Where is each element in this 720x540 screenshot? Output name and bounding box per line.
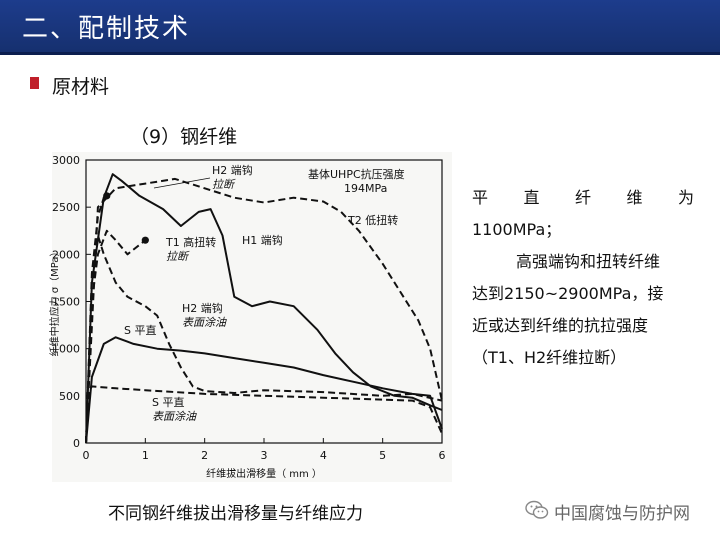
figure-subtitle: （9）钢纤维 [130, 126, 238, 148]
annotation-t2: T2 低扭转 [347, 213, 398, 227]
y-tick-label-0: 0 [73, 437, 80, 450]
y-tick-label-2: 1000 [52, 343, 80, 356]
h2-break-marker [103, 192, 111, 200]
annotation-s-straight: S 平直 [124, 323, 156, 337]
x-tick-label-5: 5 [379, 449, 386, 462]
x-tick-label-0: 0 [83, 449, 90, 462]
desc-line-1: 平直纤维为 [472, 188, 694, 207]
annotation-s-coat-line2: 表面涂油 [152, 410, 197, 423]
desc-line-3: 高强端钩和扭转纤维 [516, 252, 661, 271]
annotation-leader-h2-break [153, 177, 211, 189]
x-tick-label-4: 4 [320, 449, 327, 462]
y-tick-label-1: 500 [59, 390, 80, 403]
y-tick-label-3: 1500 [52, 296, 80, 309]
y-tick-label-6: 3000 [52, 154, 80, 167]
series-line-s-coat [85, 385, 443, 444]
footer-logo: 中国腐蚀与防护网 [520, 495, 720, 524]
series-line-h1 [85, 173, 443, 444]
x-tick-label-1: 1 [142, 449, 149, 462]
series-line-t2 [85, 177, 443, 444]
annotation-h2-coat: H2 端钩 [182, 301, 223, 315]
pullout-chart: 0 1 2 3 4 5 6 0 500 1000 1500 2000 2500 3000 纤维拔出滑移量（ … [14, 148, 454, 488]
x-tick-label-3: 3 [261, 449, 268, 462]
slide-title: 二、配制技术 [22, 14, 191, 44]
x-axis-label: 纤维拔出滑移量（ mm ） [206, 467, 322, 480]
annotation-s-coat: S 平直 [152, 395, 184, 409]
t1-break-marker [141, 236, 149, 244]
annotation-t1-line2: 拉断 [166, 250, 190, 263]
figure-caption: 不同钢纤维拔出滑移量与纤维应力 [108, 504, 363, 524]
pullout-chart-svg: 0 1 2 3 4 5 6 0 500 1000 1500 2000 2500 3000 纤维拔出滑移量（ … [48, 152, 452, 482]
footer-logo-text: 中国腐蚀与防护网 [554, 504, 690, 524]
section-bullet-icon [30, 77, 39, 89]
y-axis-label: 纤维中拉应力 σ（MPa） [48, 247, 61, 357]
x-tick-label-6: 6 [439, 449, 446, 462]
annotation-h2-break-line2: 拉断 [212, 178, 236, 191]
desc-line-5: 近或达到纤维的抗拉强度 [472, 316, 649, 335]
header-bar: 二、配制技术 [0, 0, 720, 55]
annotation-h2-break: H2 端钩 [212, 163, 253, 177]
desc-line-6: （T1、H2纤维拉断） [472, 348, 627, 367]
annotation-h2-coat-line2: 表面涂油 [182, 316, 227, 329]
annotation-t1: T1 高扭转 [165, 235, 216, 249]
chart-backdrop [52, 152, 452, 482]
desc-line-4: 达到2150~2900MPa，接 [472, 284, 664, 303]
description-text: 平直纤维为 1100MPa； 高强端钩和扭转纤维 达到2150~2900MPa，… [472, 182, 694, 374]
series-line-t1 [85, 229, 146, 444]
annotation-h1: H1 端钩 [242, 233, 283, 247]
wechat-icon [525, 500, 549, 519]
annotation-uhpc: 基体UHPC抗压强度 [308, 167, 405, 181]
series-line-h2-coat [85, 234, 443, 444]
y-tick-label-5: 2500 [52, 201, 80, 214]
series-line-s [85, 336, 443, 444]
desc-line-2: 1100MPa； [472, 220, 562, 239]
section-label: 原材料 [52, 76, 110, 98]
annotation-uhpc-line2: 194MPa [344, 182, 387, 195]
y-tick-label-4: 2000 [52, 248, 80, 261]
x-tick-label-2: 2 [201, 449, 208, 462]
